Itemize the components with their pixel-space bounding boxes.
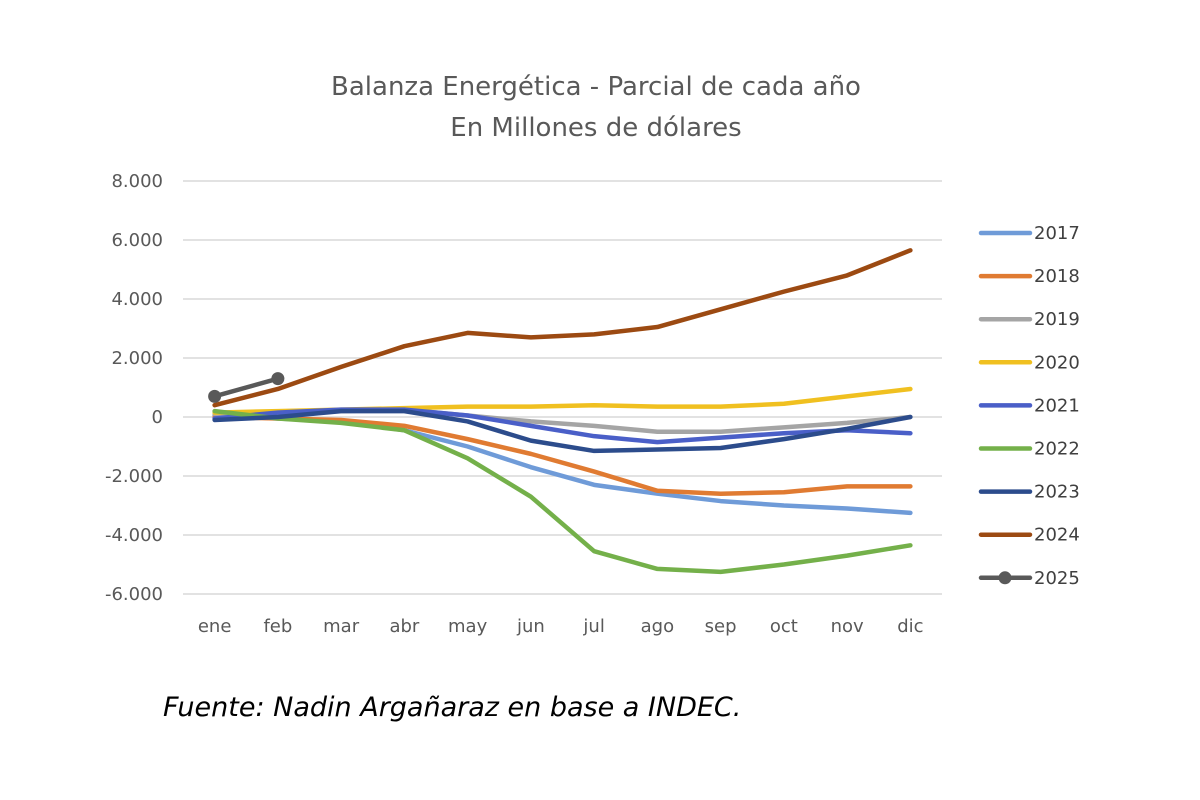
y-tick-label: -4.000 xyxy=(105,525,163,546)
legend-label-2017: 2017 xyxy=(1034,223,1080,244)
series-line-2018 xyxy=(212,414,913,496)
legend-label-2025: 2025 xyxy=(1034,568,1080,589)
x-tick-label: jul xyxy=(582,616,604,637)
y-tick-label: 8.000 xyxy=(111,171,163,192)
data-point-2025 xyxy=(271,372,285,386)
legend-label-2023: 2023 xyxy=(1034,482,1080,503)
x-tick-label: jun xyxy=(516,616,545,637)
legend-label-2024: 2024 xyxy=(1034,525,1080,546)
legend-label-2021: 2021 xyxy=(1034,395,1080,416)
y-tick-label: -2.000 xyxy=(105,466,163,487)
y-tick-label: 4.000 xyxy=(111,289,163,310)
x-tick-label: abr xyxy=(389,616,419,637)
x-tick-label: mar xyxy=(323,616,360,637)
legend-label-2018: 2018 xyxy=(1034,266,1080,287)
source-note: Fuente: Nadin Argañaraz en base a INDEC. xyxy=(163,692,742,723)
y-tick-label: 2.000 xyxy=(111,348,163,369)
series-line-2025 xyxy=(212,376,281,399)
data-point-2025 xyxy=(208,389,222,403)
y-tick-label: 6.000 xyxy=(111,230,163,251)
series-line-2023 xyxy=(212,408,913,454)
x-tick-label: may xyxy=(448,616,488,637)
x-tick-label: dic xyxy=(897,616,923,637)
legend-label-2020: 2020 xyxy=(1034,352,1080,373)
series-line-2022 xyxy=(212,408,913,575)
chart-title: Balanza Energética - Parcial de cada año xyxy=(331,72,861,102)
x-tick-label: ago xyxy=(641,616,674,637)
x-tick-label: sep xyxy=(705,616,737,637)
legend-label-2019: 2019 xyxy=(1034,309,1080,330)
y-tick-label: -6.000 xyxy=(105,584,163,605)
x-tick-label: ene xyxy=(198,616,232,637)
chart-subtitle: En Millones de dólares xyxy=(450,113,741,143)
x-tick-label: nov xyxy=(831,616,864,637)
series-line-2024 xyxy=(212,248,913,408)
legend-label-2022: 2022 xyxy=(1034,439,1080,460)
x-tick-label: feb xyxy=(263,616,292,637)
x-tick-label: oct xyxy=(770,616,798,637)
y-tick-label: 0 xyxy=(152,407,163,428)
legend-marker-2025 xyxy=(998,571,1012,585)
